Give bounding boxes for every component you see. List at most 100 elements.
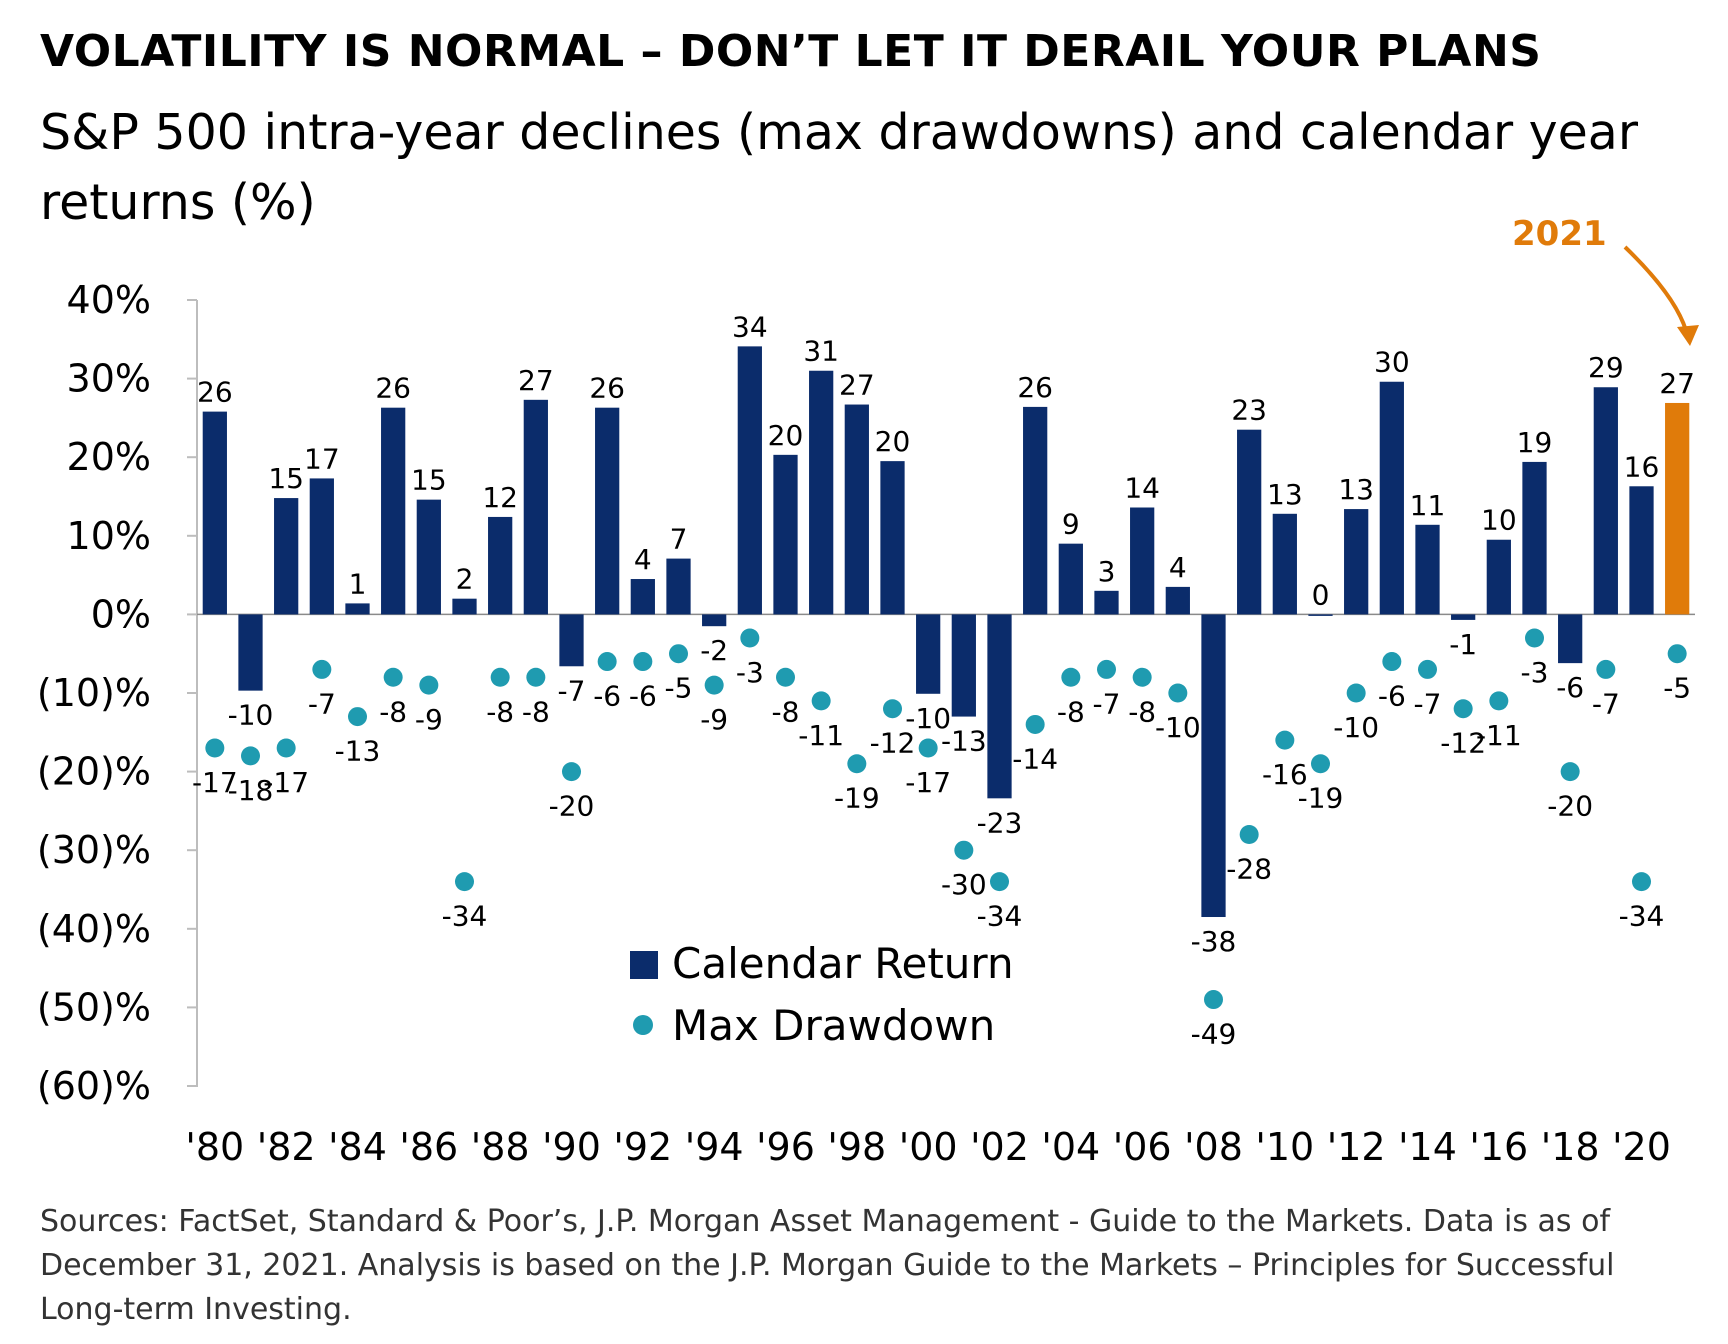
axes: 40% 30% 20% 10% 0% (10)% (20)% (30)% (40)% (50)% (… xyxy=(37,278,1695,1169)
bar-calendar-return xyxy=(1058,543,1083,615)
point-max-drawdown xyxy=(704,675,724,695)
x-tick-label: '12 xyxy=(1327,1125,1386,1169)
point-value-label: -11 xyxy=(798,719,844,752)
bar-value-label: 16 xyxy=(1624,450,1660,483)
bar-value-label: 15 xyxy=(411,464,447,497)
bar-calendar-return xyxy=(559,614,584,667)
bar-calendar-return xyxy=(1201,614,1226,918)
bar-value-label: 13 xyxy=(1267,478,1303,511)
x-tick-label: '94 xyxy=(685,1125,744,1169)
point-value-label: -6 xyxy=(629,680,657,713)
point-value-label: -5 xyxy=(1663,672,1691,705)
bar-calendar-return xyxy=(630,579,655,615)
point-value-label: -49 xyxy=(1191,1018,1237,1051)
point-max-drawdown xyxy=(669,644,688,664)
x-tick-label: '10 xyxy=(1255,1125,1314,1169)
highlight-arrow xyxy=(1623,245,1690,339)
point-max-drawdown xyxy=(776,667,795,687)
point-value-label: -7 xyxy=(1414,687,1442,720)
x-tick-label: '02 xyxy=(970,1125,1029,1169)
bar-value-label: 12 xyxy=(482,481,518,514)
point-value-label: -20 xyxy=(549,790,595,823)
x-tick-label: '90 xyxy=(542,1125,601,1169)
bar-calendar-return xyxy=(274,498,299,615)
bar-calendar-return xyxy=(238,614,263,691)
x-tick-label: '82 xyxy=(257,1125,316,1169)
chart-subtitle: S&P 500 intra-year declines (max drawdow… xyxy=(40,104,1638,231)
point-max-drawdown xyxy=(526,667,546,687)
bar-value-label: -10 xyxy=(905,702,951,735)
bar-value-label: 0 xyxy=(1312,578,1330,611)
bar-calendar-return xyxy=(880,461,905,615)
bar-value-label: 1 xyxy=(349,567,367,600)
chart-title: VOLATILITY IS NORMAL – DON’T LET IT DERA… xyxy=(40,26,1542,77)
y-tick-label: 20% xyxy=(67,435,151,479)
x-tick-label: '14 xyxy=(1398,1125,1457,1169)
bar-calendar-return xyxy=(809,370,834,615)
bar-value-label: 10 xyxy=(1481,504,1517,537)
point-max-drawdown xyxy=(918,738,938,758)
point-value-label: -8 xyxy=(486,695,514,728)
bar-value-label: 26 xyxy=(197,376,233,409)
point-value-label: -34 xyxy=(977,900,1023,933)
legend-swatch-max-drawdown xyxy=(633,1015,653,1035)
point-max-drawdown xyxy=(1097,659,1116,679)
bar-value-label: 27 xyxy=(1659,367,1695,400)
point-value-label: -10 xyxy=(1333,711,1379,744)
bar-calendar-return xyxy=(666,558,691,615)
point-value-label: -8 xyxy=(1057,695,1085,728)
point-value-label: -30 xyxy=(941,868,987,901)
point-max-drawdown xyxy=(1025,714,1045,734)
point-max-drawdown xyxy=(1525,628,1544,648)
point-max-drawdown xyxy=(1560,762,1580,782)
point-max-drawdown xyxy=(205,738,225,758)
x-tick-label: '96 xyxy=(756,1125,815,1169)
bar-calendar-return xyxy=(309,478,334,615)
y-tick-label: (50)% xyxy=(37,985,151,1029)
x-tick-label: '88 xyxy=(471,1125,530,1169)
bar-value-label: -38 xyxy=(1191,925,1237,958)
bar-calendar-return xyxy=(523,399,548,615)
bar-calendar-return xyxy=(1629,486,1654,615)
bar-calendar-return xyxy=(345,603,370,615)
point-value-label: -8 xyxy=(1128,695,1156,728)
point-max-drawdown xyxy=(1596,659,1616,679)
bar-value-label: 4 xyxy=(634,543,652,576)
x-tick-label: '06 xyxy=(1113,1125,1172,1169)
point-max-drawdown xyxy=(490,667,510,687)
bar-calendar-return xyxy=(381,407,406,615)
legend-swatch-calendar-return xyxy=(630,951,658,979)
point-value-label: -17 xyxy=(905,766,951,799)
bar-value-label: 30 xyxy=(1374,346,1410,379)
bar-calendar-return xyxy=(1379,381,1404,615)
bar-calendar-return xyxy=(1165,586,1190,615)
point-value-label: -6 xyxy=(593,680,621,713)
bar-calendar-return xyxy=(416,499,441,615)
point-value-label: -8 xyxy=(522,695,550,728)
point-value-label: -7 xyxy=(308,687,336,720)
point-max-drawdown xyxy=(954,840,974,860)
y-tick-label: 0% xyxy=(91,592,151,636)
legend-label-max-drawdown: Max Drawdown xyxy=(672,1001,995,1050)
y-tick-label: (30)% xyxy=(37,828,151,872)
bar-value-label: 15 xyxy=(268,462,304,495)
x-tick-label: '04 xyxy=(1041,1125,1100,1169)
point-value-label: -5 xyxy=(665,672,693,705)
bar-value-label: 23 xyxy=(1231,394,1267,427)
point-value-label: -6 xyxy=(1378,680,1406,713)
point-value-label: -17 xyxy=(263,766,309,799)
point-max-drawdown xyxy=(562,762,581,782)
point-value-label: -11 xyxy=(1476,719,1522,752)
bar-calendar-return xyxy=(202,411,227,615)
point-max-drawdown xyxy=(1418,659,1437,679)
point-max-drawdown xyxy=(1382,652,1402,672)
point-max-drawdown xyxy=(740,628,760,648)
y-tick-label: 30% xyxy=(67,357,151,401)
legend-label-calendar-return: Calendar Return xyxy=(672,939,1014,988)
bar-calendar-return xyxy=(702,614,727,627)
point-value-label: -9 xyxy=(700,703,728,736)
bar-value-label: 14 xyxy=(1124,472,1160,505)
x-tick-label: '16 xyxy=(1469,1125,1528,1169)
point-value-label: -16 xyxy=(1262,758,1308,791)
bar-value-label: -23 xyxy=(977,806,1023,839)
